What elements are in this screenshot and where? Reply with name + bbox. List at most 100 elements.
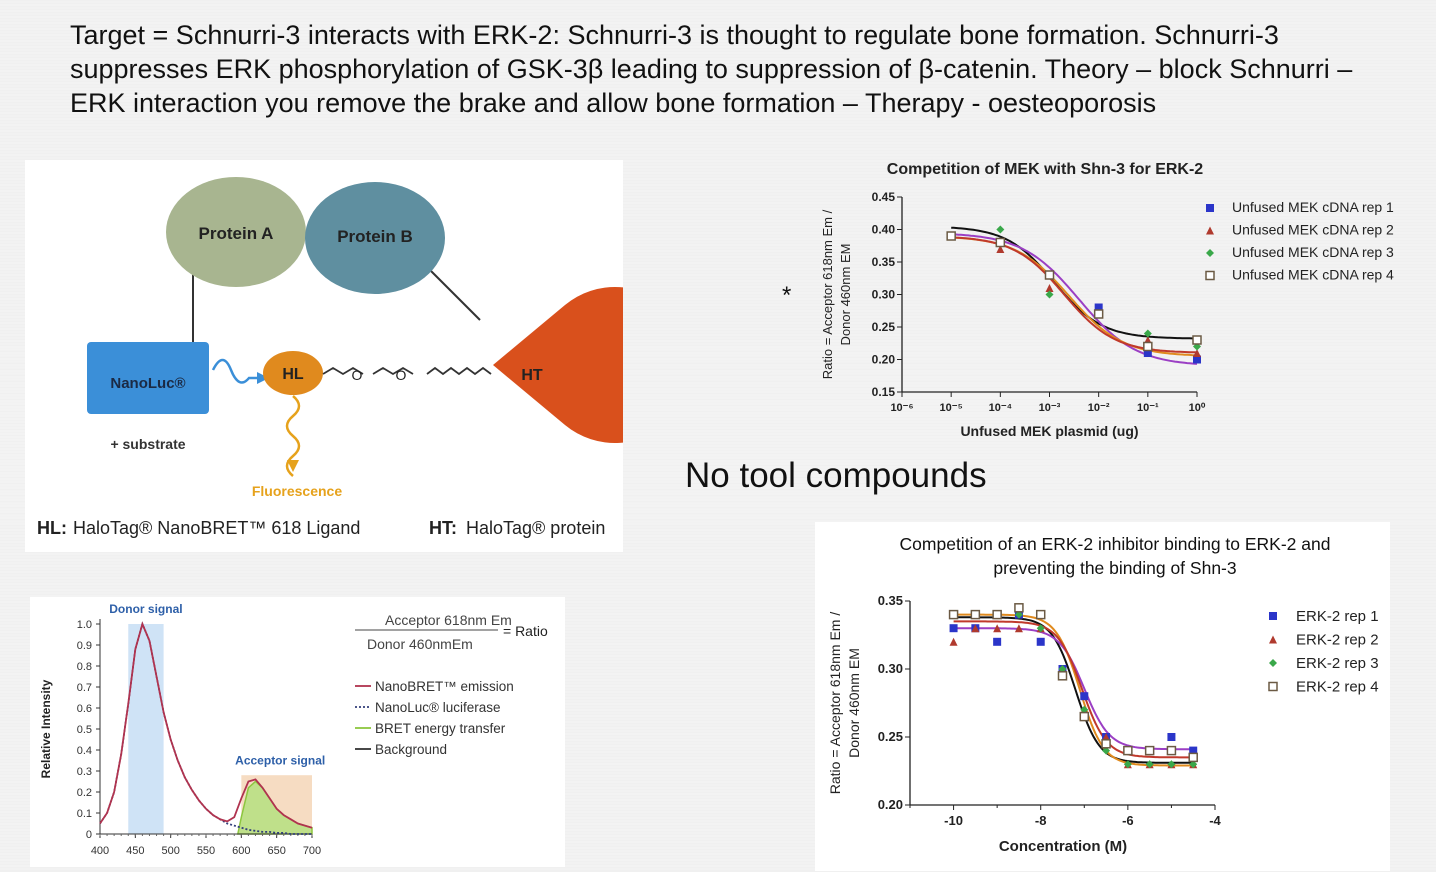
erk-data-point bbox=[970, 609, 981, 620]
erk-x-tick-label: -4 bbox=[1209, 813, 1221, 828]
erk-fit-curve bbox=[953, 613, 1194, 767]
ht-legend-text: HaloTag® protein bbox=[466, 518, 605, 538]
protein-b-label: Protein B bbox=[337, 227, 413, 246]
mek-data-point bbox=[946, 231, 956, 241]
mek-chart: Competition of MEK with Shn-3 for ERK-2 0… bbox=[820, 161, 1394, 439]
hl-legend-text: HaloTag® NanoBRET™ 618 Ligand bbox=[73, 518, 360, 538]
bret-diagram-panel: Protein A Protein B NanoLuc® + substrate… bbox=[25, 160, 693, 552]
mek-x-tick-label: 10⁰ bbox=[1189, 402, 1206, 414]
spectrum-y-tick-label: 0.6 bbox=[77, 703, 92, 715]
mek-y-tick-label: 0.30 bbox=[872, 288, 896, 302]
linker-o-1: O bbox=[352, 367, 363, 383]
erk-x-tick-label: -10 bbox=[944, 813, 963, 828]
no-tool-compounds-note: No tool compounds bbox=[685, 456, 987, 495]
mek-x-tick-label: 10⁻² bbox=[1088, 402, 1110, 414]
spectrum-y-tick-label: 0.1 bbox=[77, 808, 92, 820]
mek-legend-marker bbox=[1206, 226, 1214, 235]
erk-y-label-line2: Donor 460nm EM bbox=[846, 648, 862, 758]
erk-data-point bbox=[1101, 739, 1111, 749]
erk-data-point bbox=[1014, 603, 1024, 613]
erk-x-label: Concentration (M) bbox=[999, 838, 1127, 855]
erk-x-tick-label: -8 bbox=[1035, 813, 1047, 828]
erk-chart: 0.20 0.25 0.30 0.35 -10 -8 -6 -4 Concentration (… bbox=[827, 593, 1379, 855]
erk-y-tick-label: 0.30 bbox=[878, 661, 903, 676]
mek-data-point bbox=[995, 237, 1006, 248]
header-text: Target = Schnurri-3 interacts with ERK-2… bbox=[70, 20, 1353, 118]
mek-data-point bbox=[1045, 284, 1054, 292]
ht-shape bbox=[493, 287, 693, 443]
mek-legend-label: Unfused MEK cDNA rep 3 bbox=[1232, 244, 1394, 260]
mek-y-tick-label: 0.15 bbox=[872, 385, 896, 399]
erk-y-tick-label: 0.35 bbox=[878, 593, 903, 608]
connector-b bbox=[429, 269, 481, 321]
erk-y-tick-label: 0.25 bbox=[878, 729, 903, 744]
erk-data-point bbox=[1079, 711, 1090, 722]
erk-legend-marker bbox=[1269, 659, 1277, 667]
spectrum-y-tick-label: 0.7 bbox=[77, 682, 92, 694]
erk-data-point bbox=[993, 624, 1002, 633]
donor-signal-label: Donor signal bbox=[109, 602, 182, 616]
erk-y-tick-label: 0.20 bbox=[878, 797, 903, 812]
mek-data-point bbox=[1143, 329, 1152, 338]
erk-data-point bbox=[1014, 610, 1023, 619]
erk-data-point bbox=[1144, 745, 1155, 756]
spectrum-y-tick-label: 0.9 bbox=[77, 640, 92, 652]
spectrum-legend-label: NanoBRET™ emission bbox=[375, 679, 514, 694]
mek-data-point bbox=[1192, 335, 1202, 345]
formula-numerator: Acceptor 618nm Em bbox=[385, 612, 512, 628]
erk-data-point bbox=[1123, 760, 1132, 769]
spectrum-x-tick-label: 450 bbox=[126, 845, 144, 857]
erk-chart-panel: Competition of an ERK-2 inhibitor bindin… bbox=[815, 522, 1390, 871]
mek-fit-curve bbox=[951, 233, 1198, 365]
spectrum-y-tick-label: 1.0 bbox=[77, 619, 92, 631]
mek-x-tick-label: 10⁻⁶ bbox=[890, 402, 913, 414]
spectrum-y-tick-label: 0.2 bbox=[77, 787, 92, 799]
mek-data-point bbox=[996, 225, 1005, 234]
erk-data-point bbox=[1123, 745, 1133, 756]
mek-fit-curve bbox=[951, 226, 1197, 340]
mek-legend-marker bbox=[1206, 204, 1214, 212]
spectrum-chart: Acceptor 618nm Em Donor 460nmEm = Ratio … bbox=[39, 602, 548, 857]
erk-data-point bbox=[948, 609, 959, 620]
nanoluc-label: NanoLuc® bbox=[110, 375, 185, 392]
erk-data-point bbox=[992, 609, 1002, 620]
mek-y-tick-label: 0.25 bbox=[872, 320, 896, 334]
mek-data-point bbox=[1093, 309, 1104, 319]
acceptor-signal-label: Acceptor signal bbox=[235, 754, 325, 768]
nanoluc-box bbox=[87, 342, 209, 414]
erk-data-point bbox=[971, 624, 980, 633]
mek-chart-panel: Competition of MEK with Shn-3 for ERK-2 0… bbox=[812, 150, 1424, 445]
erk-fit-curve bbox=[953, 620, 1194, 759]
erk-legend-marker bbox=[1268, 681, 1278, 692]
erk-data-point bbox=[993, 637, 1002, 646]
mek-chart-title: Competition of MEK with Shn-3 for ERK-2 bbox=[887, 161, 1204, 178]
spectrum-x-tick-label: 650 bbox=[267, 845, 285, 857]
spectrum-y-label: Relative Intensity bbox=[39, 679, 53, 778]
hl-legend-key: HL: bbox=[37, 518, 67, 538]
protein-b-shape bbox=[305, 182, 445, 294]
erk-data-point bbox=[1188, 752, 1198, 763]
mek-y-label-line1: Ratio = Acceptor 618nm Em / bbox=[820, 209, 835, 379]
mek-x-label: Unfused MEK plasmid (ug) bbox=[960, 423, 1138, 439]
mek-legend-label: Unfused MEK cDNA rep 2 bbox=[1232, 222, 1394, 238]
mek-data-point bbox=[1143, 349, 1152, 357]
spectrum-legend-label: Background bbox=[375, 742, 447, 757]
spectrum-y-tick-label: 0.8 bbox=[77, 661, 92, 673]
linker-chain bbox=[322, 366, 492, 376]
fluorescence-arrowhead bbox=[287, 460, 299, 472]
bret-diagram: Protein A Protein B NanoLuc® + substrate… bbox=[37, 177, 693, 538]
mek-x-tick-label: 10⁻³ bbox=[1039, 402, 1061, 414]
erk-data-point bbox=[1189, 760, 1198, 769]
erk-data-point bbox=[1102, 746, 1111, 755]
erk-data-point bbox=[1166, 745, 1177, 756]
spectrum-y-tick-label: 0.4 bbox=[77, 745, 92, 757]
mek-data-point bbox=[996, 245, 1005, 253]
mek-data-point bbox=[1044, 270, 1055, 280]
spectrum-y-tick-label: 0.3 bbox=[77, 766, 92, 778]
spectrum-y-tick-label: 0.5 bbox=[77, 724, 92, 736]
donor-band bbox=[128, 624, 164, 834]
spectrum-x-tick-label: 500 bbox=[161, 845, 179, 857]
erk-data-point bbox=[1057, 671, 1068, 681]
mek-x-tick-label: 10⁻¹ bbox=[1137, 402, 1159, 414]
erk-legend-marker bbox=[1269, 635, 1277, 644]
